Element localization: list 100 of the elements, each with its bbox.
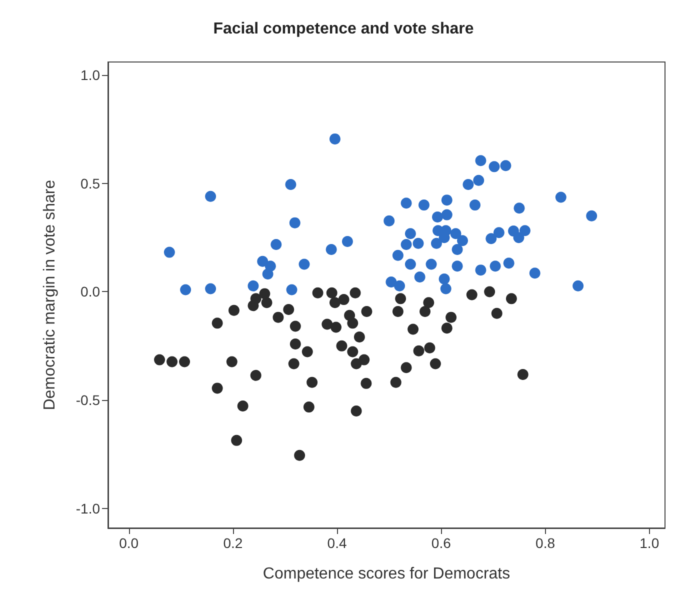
point [424, 342, 436, 354]
point [248, 280, 259, 292]
point [262, 268, 274, 280]
point [302, 346, 313, 358]
point [231, 434, 242, 446]
point [248, 300, 259, 312]
point [408, 324, 419, 335]
point [412, 238, 424, 249]
x-tick-label: 1.0 [640, 535, 660, 551]
point [154, 354, 166, 366]
point [212, 318, 223, 329]
point [490, 260, 501, 272]
point [286, 284, 298, 296]
point [285, 178, 296, 190]
x-tick-label: 0.0 [119, 535, 139, 551]
point [294, 450, 306, 461]
point [329, 133, 340, 144]
point [500, 160, 512, 172]
point [486, 233, 497, 244]
point [404, 228, 416, 240]
point [440, 283, 452, 294]
point [426, 258, 437, 270]
point [462, 178, 474, 190]
point [326, 287, 338, 298]
point [493, 227, 504, 238]
point [361, 306, 372, 317]
point [430, 238, 442, 249]
x-tick-label: 0.8 [536, 535, 556, 551]
point [473, 174, 484, 186]
point [270, 239, 282, 250]
x-axis-title: Competence scores for Democrats [262, 566, 510, 582]
point [228, 304, 240, 316]
point [420, 306, 431, 317]
y-tick-label: -0.5 [76, 392, 100, 408]
point [484, 286, 496, 298]
point [205, 190, 216, 202]
point [400, 239, 412, 250]
point [329, 297, 340, 308]
point [423, 297, 434, 308]
point [283, 304, 294, 316]
point [226, 356, 238, 368]
point [350, 287, 361, 298]
point [166, 356, 178, 368]
y-tick-label: 0.0 [80, 284, 100, 300]
point [250, 370, 262, 381]
point [413, 345, 424, 356]
point [261, 297, 272, 308]
point [488, 161, 500, 172]
point [441, 194, 452, 206]
point [441, 322, 452, 334]
point [514, 202, 525, 214]
point [394, 280, 406, 292]
point [347, 318, 358, 329]
point [441, 209, 452, 220]
point [179, 356, 190, 368]
point [400, 362, 412, 374]
point [450, 228, 462, 240]
y-tick-label: -1.0 [76, 500, 100, 516]
point [290, 338, 301, 350]
point [298, 258, 310, 270]
point [336, 340, 348, 352]
point [289, 217, 300, 228]
point [312, 287, 324, 298]
point [390, 376, 402, 388]
point [350, 405, 362, 416]
point [290, 320, 301, 332]
point [342, 236, 353, 247]
point [418, 200, 430, 211]
point [326, 244, 337, 255]
point [466, 289, 478, 300]
point [384, 215, 395, 226]
point [438, 273, 450, 284]
x-tick-label: 0.6 [431, 535, 452, 551]
point [392, 250, 404, 261]
point [446, 312, 457, 323]
point [392, 306, 404, 317]
x-tick-label: 0.2 [223, 535, 243, 551]
point [205, 283, 216, 294]
point [517, 369, 528, 380]
point [430, 358, 441, 370]
point [414, 272, 426, 283]
point [475, 264, 486, 276]
point [338, 294, 350, 306]
chart-title: Facial competence and vote share [213, 20, 474, 38]
point [306, 376, 318, 388]
y-tick-label: 0.5 [80, 175, 100, 192]
point [330, 322, 342, 333]
point [257, 256, 268, 267]
x-tick-label: 0.4 [327, 535, 347, 551]
point [400, 198, 412, 209]
point [288, 358, 300, 370]
point [470, 200, 480, 211]
point [519, 225, 530, 236]
point [360, 378, 372, 389]
point [350, 358, 362, 370]
point [404, 258, 416, 270]
point [354, 332, 365, 343]
point [452, 244, 463, 255]
point [491, 308, 502, 319]
point [432, 211, 444, 222]
